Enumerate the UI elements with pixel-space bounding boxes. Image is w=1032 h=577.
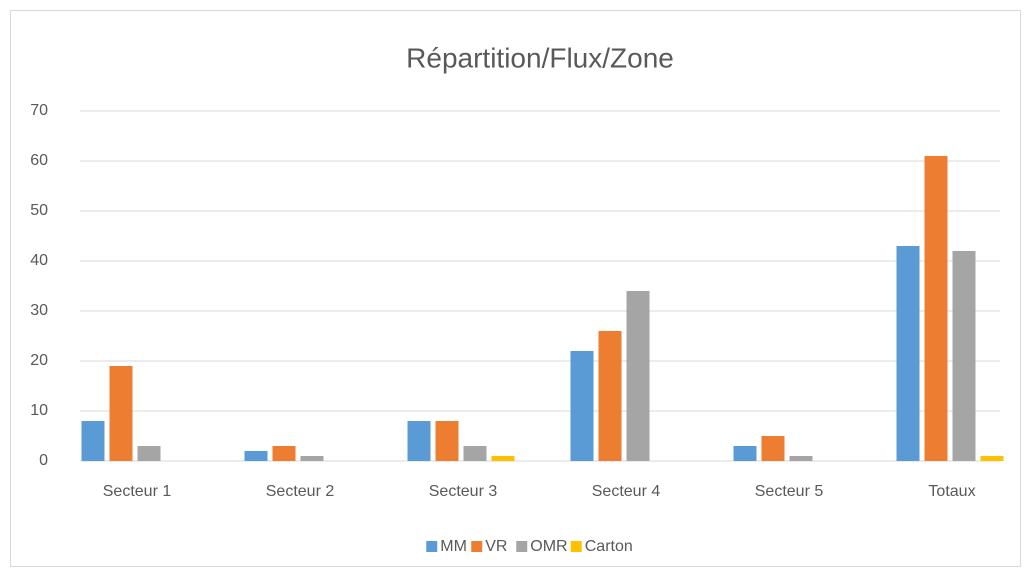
y-tick-label: 70 xyxy=(30,102,48,119)
bar xyxy=(733,446,757,461)
bar xyxy=(598,331,622,461)
y-tick-label: 60 xyxy=(30,152,48,169)
bar xyxy=(896,246,920,461)
y-tick-label: 50 xyxy=(30,202,48,219)
bar xyxy=(109,366,133,461)
bar xyxy=(272,446,296,461)
x-tick-label: Secteur 4 xyxy=(592,483,661,500)
x-tick-label: Totaux xyxy=(928,483,975,500)
bar xyxy=(407,421,431,461)
bar xyxy=(761,436,785,461)
x-tick-label: Secteur 2 xyxy=(266,483,335,500)
y-tick-label: 30 xyxy=(30,302,48,319)
x-tick-label: Secteur 1 xyxy=(103,483,172,500)
bar xyxy=(491,456,515,461)
bar xyxy=(81,421,105,461)
x-tick-label: Secteur 5 xyxy=(755,483,824,500)
y-tick-label: 10 xyxy=(30,402,48,419)
legend-swatch xyxy=(570,541,582,552)
x-tick-label: Secteur 3 xyxy=(429,483,498,500)
bar xyxy=(300,456,324,461)
bar xyxy=(435,421,459,461)
bar xyxy=(924,156,948,461)
legend-label: MM xyxy=(440,538,467,555)
legend-swatch xyxy=(426,541,438,552)
legend-swatch xyxy=(471,541,483,552)
bar xyxy=(980,456,1004,461)
bar xyxy=(789,456,813,461)
chart-title: Répartition/Flux/Zone xyxy=(406,42,674,73)
chart-border xyxy=(10,10,1021,567)
bar xyxy=(137,446,161,461)
legend-swatch xyxy=(516,541,528,552)
y-tick-label: 20 xyxy=(30,352,48,369)
bar xyxy=(952,251,976,461)
bar xyxy=(570,351,594,461)
bar xyxy=(244,451,268,461)
legend-label: Carton xyxy=(585,538,633,555)
y-tick-label: 40 xyxy=(30,252,48,269)
legend-label: OMR xyxy=(530,538,567,555)
y-tick-label: 0 xyxy=(39,452,48,469)
bar xyxy=(463,446,487,461)
bar xyxy=(626,291,650,461)
legend-label: VR xyxy=(485,538,507,555)
